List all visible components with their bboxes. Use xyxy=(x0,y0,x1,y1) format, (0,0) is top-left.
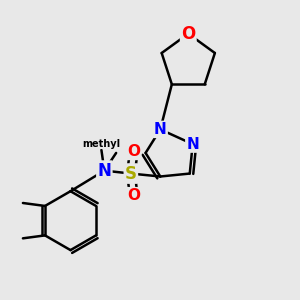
Text: N: N xyxy=(98,162,111,180)
Text: N: N xyxy=(154,122,167,137)
Text: O: O xyxy=(127,144,140,159)
Text: O: O xyxy=(127,188,140,203)
Text: O: O xyxy=(181,25,195,43)
Text: N: N xyxy=(186,136,199,152)
Text: S: S xyxy=(125,165,137,183)
Text: methyl: methyl xyxy=(82,139,121,148)
